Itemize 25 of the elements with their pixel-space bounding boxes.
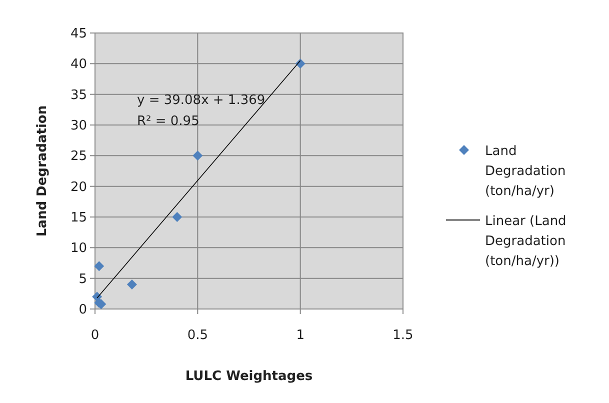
x-axis-title: LULC Weightages (185, 369, 313, 384)
y-tick-label: 20 (70, 180, 87, 195)
x-tick-label: 1.5 (392, 328, 414, 343)
y-tick-label: 10 (70, 241, 87, 256)
y-tick-label: 30 (70, 118, 87, 134)
y-tick-label: 0 (78, 302, 87, 318)
annotation: y = 39.08x + 1.369 (137, 93, 266, 108)
point (192, 150, 203, 161)
point (94, 261, 104, 272)
y-tick-label: 35 (70, 88, 87, 103)
y-axis-title: Land Degradation (35, 105, 50, 237)
x-tick-label: 0 (90, 328, 100, 343)
y-tick-label: 45 (70, 26, 87, 42)
y-tick-label: 25 (70, 149, 87, 164)
legend-label: Linear (Land Degradation (ton/ha/yr)) (485, 214, 566, 269)
annotation: R² = 0.95 (137, 114, 200, 129)
legend-label: Land Degradation (ton/ha/yr) (485, 144, 566, 199)
y-tick-label: 40 (70, 57, 87, 72)
point (126, 279, 137, 290)
y-tick-label: 15 (70, 210, 87, 226)
point (295, 58, 306, 69)
x-tick-label: 0.5 (187, 328, 208, 343)
point (172, 212, 182, 222)
x-tick-label: 1 (296, 328, 304, 343)
y-tick-label: 5 (78, 272, 87, 287)
